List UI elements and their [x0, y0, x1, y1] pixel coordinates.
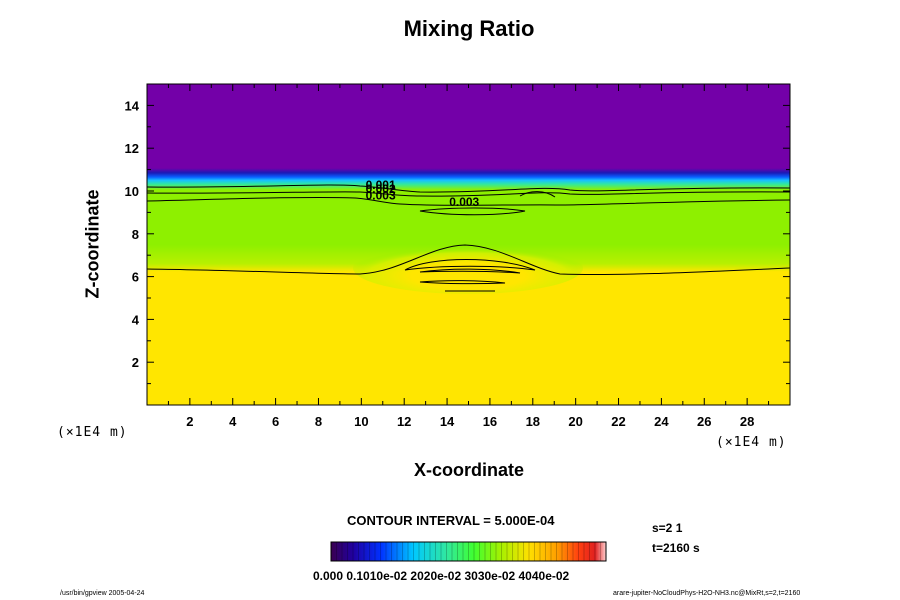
colorbar-ticks: [336, 542, 601, 561]
contour-line: [419, 268, 521, 274]
y-tick-label: 4: [132, 312, 140, 327]
x-tick-label: 16: [483, 414, 497, 429]
field-bump: [353, 242, 583, 294]
contour-line: [147, 244, 790, 276]
x-tick-label: 14: [440, 414, 455, 429]
x-tick-label: 28: [740, 414, 754, 429]
contour-interval: CONTOUR INTERVAL = 5.000E-04: [347, 513, 555, 528]
colorbar-labels: 0.000 0.1010e-02 2020e-02 3030e-02 4040e…: [313, 569, 570, 583]
x-tick-label: 18: [526, 414, 540, 429]
x-axis-unit: (×1E4 m): [716, 435, 787, 450]
x-ticks: 2 4 6 8 10 12 14 16 18 20 22 24 26 28: [167, 84, 770, 429]
footer-left: /usr/bin/gpview 2005-04-24: [60, 590, 145, 597]
contour-label: 0.003: [366, 189, 396, 203]
y-tick-label: 6: [132, 270, 139, 285]
y-axis-unit: (×1E4 m): [57, 425, 128, 440]
contour-line: [404, 259, 536, 271]
footer-right: arare-jupiter-NoCloudPhys-H2O-NH3.nc@Mix…: [613, 590, 801, 597]
x-tick-label: 24: [654, 414, 669, 429]
contour-label: 0.003: [449, 195, 479, 209]
x-tick-label: 10: [354, 414, 368, 429]
x-tick-label: 2: [186, 414, 193, 429]
contour-line: [419, 280, 506, 285]
y-axis-label: Z-coordinate: [82, 189, 103, 299]
y-ticks: 2 4 6 8 10 12 14: [125, 98, 790, 385]
x-tick-label: 20: [568, 414, 582, 429]
contour-line: [147, 196, 790, 206]
contour-label: 0.002: [366, 182, 396, 196]
x-tick-label: 22: [611, 414, 625, 429]
x-tick-label: 8: [315, 414, 322, 429]
y-tick-label: 2: [132, 355, 139, 370]
contour-line: [419, 207, 526, 216]
contour-label: 0.001: [366, 178, 396, 192]
x-axis-label: X-coordinate: [413, 460, 524, 480]
y-tick-label: 14: [125, 98, 140, 113]
y-tick-label: 8: [132, 227, 139, 242]
contour-lines: [147, 184, 790, 292]
contour-line: [519, 191, 556, 198]
contour-line: [147, 184, 790, 193]
time-info: t=2160 s: [652, 541, 700, 555]
y-tick-label: 12: [125, 141, 139, 156]
x-tick-label: 26: [697, 414, 711, 429]
x-tick-label: 4: [229, 414, 237, 429]
step-info: s=2 1: [652, 521, 683, 535]
y-tick-label: 10: [125, 184, 139, 199]
x-tick-label: 6: [272, 414, 279, 429]
x-tick-label: 12: [397, 414, 411, 429]
contour-line: [147, 191, 790, 197]
chart-title: Mixing Ratio: [403, 16, 535, 41]
